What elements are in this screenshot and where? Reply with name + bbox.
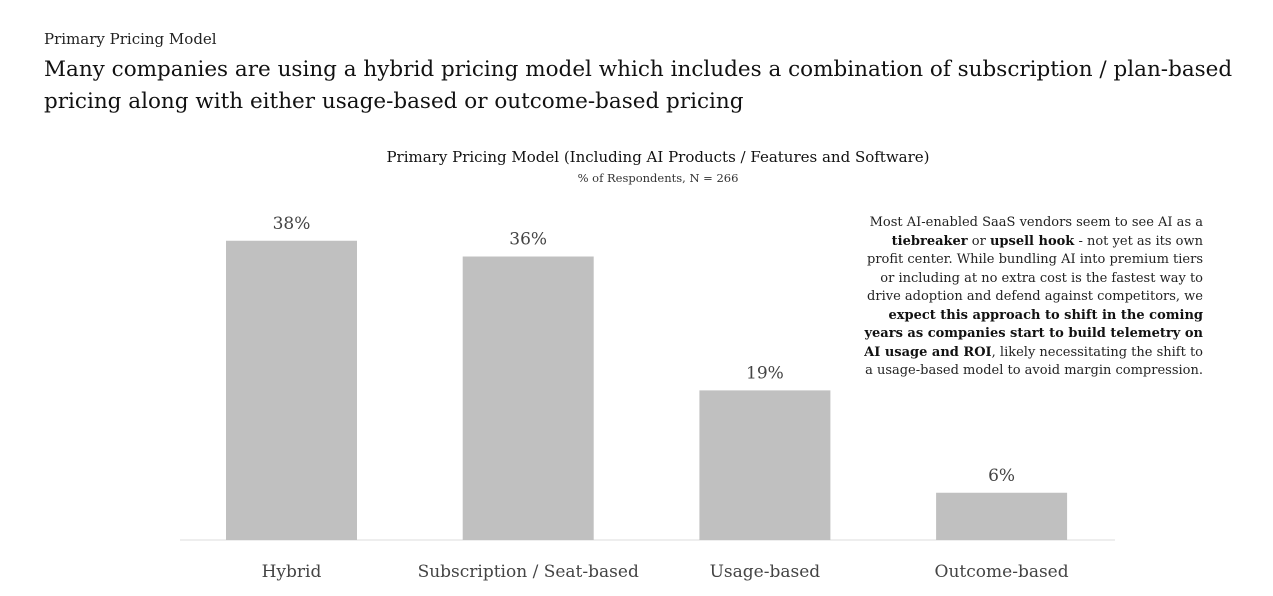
bar-subscription-seat-based (462, 256, 594, 540)
annotation-emphasis: expect this approach to shift in the com… (864, 307, 1203, 360)
category-label: Outcome-based (935, 562, 1069, 582)
category-label: Subscription / Seat-based (418, 562, 639, 582)
bar-outcome-based (936, 492, 1068, 540)
bar-value-label: 36% (509, 230, 547, 250)
bar-usage-based (699, 390, 831, 540)
chart-title: Primary Pricing Model (Including AI Prod… (386, 148, 930, 166)
category-label: Usage-based (710, 562, 821, 582)
bars-group: 38% Hybrid 36% Subscription / Seat-based 19%… (226, 214, 1069, 582)
bar-value-label: 38% (273, 214, 311, 234)
annotation-text: , likely necessitating the shift to a us… (865, 344, 1203, 379)
chart-annotation: Most AI-enabled SaaS vendors seem to see… (858, 214, 1203, 381)
annotation-emphasis: tiebreaker (891, 233, 968, 249)
bar-hybrid (226, 240, 357, 540)
page-headline: Many companies are using a hybrid pricin… (44, 57, 1233, 114)
annotation-text: - not yet as its own profit center. Whil… (867, 233, 1203, 305)
annotation-text: or (967, 233, 990, 249)
annotation-text: Most AI-enabled SaaS vendors seem to see… (869, 215, 1203, 230)
annotation-emphasis: upsell hook (989, 233, 1075, 249)
category-label: Hybrid (262, 562, 322, 582)
page-eyebrow: Primary Pricing Model (44, 30, 217, 48)
chart-subtitle: % of Respondents, N = 266 (577, 171, 739, 185)
bar-value-label: 6% (988, 466, 1015, 486)
bar-value-label: 19% (746, 363, 784, 383)
